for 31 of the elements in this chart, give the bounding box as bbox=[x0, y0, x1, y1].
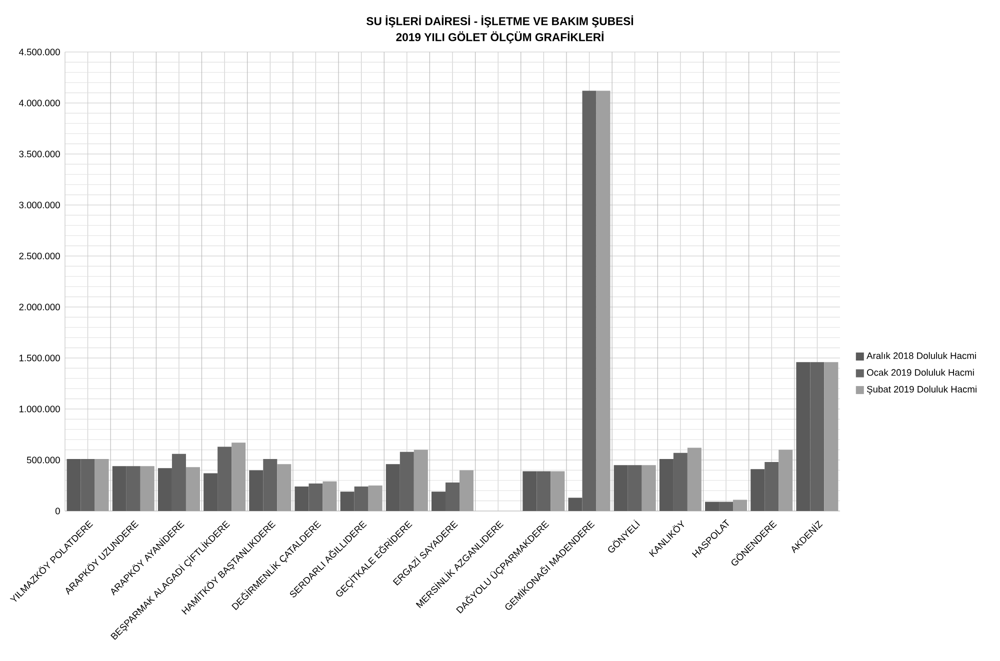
bar bbox=[824, 362, 838, 511]
bar bbox=[733, 500, 748, 511]
y-tick-label: 2.000.000 bbox=[19, 304, 60, 310]
y-tick-label: 4.000.000 bbox=[18, 100, 60, 106]
bar bbox=[550, 471, 565, 511]
y-tick-label: 3.000.000 bbox=[19, 202, 60, 208]
y-tick-label: 1.000.000 bbox=[19, 406, 60, 412]
legend-label: Ocak 2019 Doluluk Hacmi bbox=[867, 368, 974, 376]
bar bbox=[687, 448, 702, 511]
bar bbox=[277, 464, 292, 511]
bar bbox=[232, 442, 246, 511]
legend-label: Aralık 2018 Doluluk Hacmi bbox=[866, 352, 976, 359]
bar bbox=[778, 450, 793, 511]
y-tick-label: 3.500.000 bbox=[19, 150, 60, 158]
bar bbox=[186, 467, 200, 511]
bar bbox=[94, 458, 109, 511]
chart-title: SU İŞLERİ DAİRESİ - İŞLETME VE BAKIM ŞUBESİ bbox=[366, 15, 634, 28]
bar bbox=[642, 465, 656, 511]
legend-label: Şubat 2019 Doluluk Hacmi bbox=[866, 386, 976, 394]
y-tick-label: 4.500.000 bbox=[18, 48, 60, 56]
y-tick-label: 2.500.000 bbox=[19, 252, 60, 260]
y-tick-label: 0 bbox=[55, 508, 60, 514]
chart-subtitle: 2019 YILI GÖLET ÖLÇÜM GRAFİKLERİ bbox=[396, 31, 604, 44]
y-tick-label: 500.000 bbox=[26, 456, 60, 464]
bar bbox=[322, 481, 337, 511]
y-tick-label: 1.500.000 bbox=[19, 354, 60, 362]
bar bbox=[596, 90, 610, 511]
bar bbox=[140, 466, 154, 511]
bar bbox=[460, 470, 474, 511]
bar bbox=[414, 450, 428, 511]
bar bbox=[368, 486, 382, 511]
